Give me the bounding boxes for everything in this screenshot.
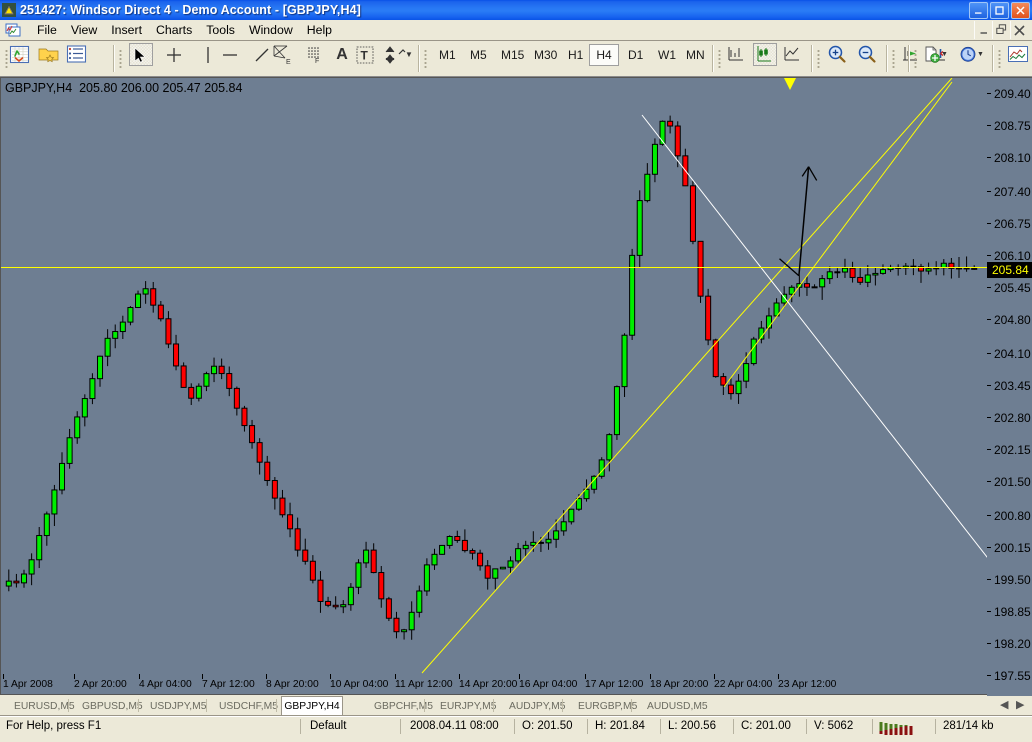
svg-text:E: E [286,59,291,65]
svg-text:F: F [315,58,319,63]
svg-text:T: T [361,48,369,62]
